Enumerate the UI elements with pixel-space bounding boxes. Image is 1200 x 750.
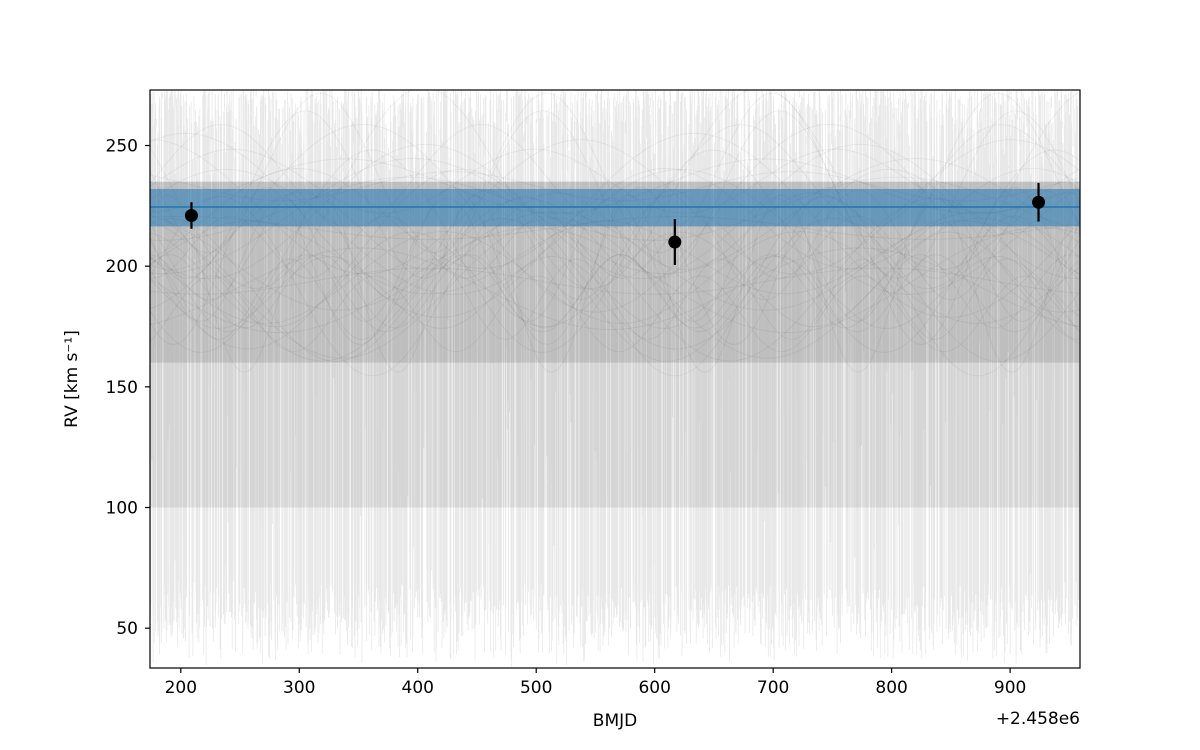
orbit-curve <box>150 211 1080 311</box>
y-tick-label: 150 <box>106 378 138 398</box>
orbit-curve <box>150 227 1079 334</box>
orbit-curve <box>150 90 1080 290</box>
orbit-curve <box>150 167 1080 270</box>
orbit-curve <box>150 254 1079 329</box>
x-tick-label: 400 <box>402 678 434 698</box>
y-axis: 50 100 150 200 250 <box>106 137 150 639</box>
x-tick-label: 700 <box>757 678 789 698</box>
orbit-curve <box>150 217 1080 362</box>
data-point <box>668 235 682 249</box>
x-tick-label: 500 <box>520 678 552 698</box>
orbit-curve <box>150 247 1079 331</box>
x-axis: 200 300 400 500 600 700 800 900 <box>165 668 1026 698</box>
x-axis-label: BMJD <box>593 711 637 731</box>
posterior-density-mid <box>150 362 1080 508</box>
orbit-curve <box>150 217 1080 359</box>
orbit-curve <box>150 275 1080 353</box>
y-tick-label: 250 <box>106 137 138 157</box>
data-point <box>1032 195 1046 209</box>
x-tick-label: 800 <box>875 678 907 698</box>
y-tick-label: 50 <box>116 619 138 639</box>
orbit-curve <box>150 230 1080 324</box>
x-tick-label: 900 <box>994 678 1026 698</box>
y-axis-label: RV [km s⁻¹] <box>62 330 82 428</box>
y-tick-label: 100 <box>106 499 138 519</box>
orbit-curve <box>150 215 1080 279</box>
plot-frame <box>149 89 1081 669</box>
x-tick-label: 300 <box>283 678 315 698</box>
data-point <box>184 208 198 222</box>
orbit-curve <box>150 267 1079 295</box>
orbit-curve <box>150 258 1079 340</box>
x-axis-offset-label: +2.458e6 <box>996 709 1080 729</box>
orbit-curve <box>150 195 1080 377</box>
data-points <box>184 182 1046 265</box>
x-tick-label: 600 <box>638 678 670 698</box>
plot-area <box>150 90 1080 667</box>
orbit-curve <box>150 255 1080 330</box>
orbit-curve <box>150 139 1080 275</box>
orbit-curve <box>150 254 1080 333</box>
x-tick-label: 200 <box>165 678 197 698</box>
orbit-curve <box>150 231 1079 328</box>
orbit-curve <box>150 168 1080 350</box>
y-tick-label: 200 <box>106 257 138 277</box>
